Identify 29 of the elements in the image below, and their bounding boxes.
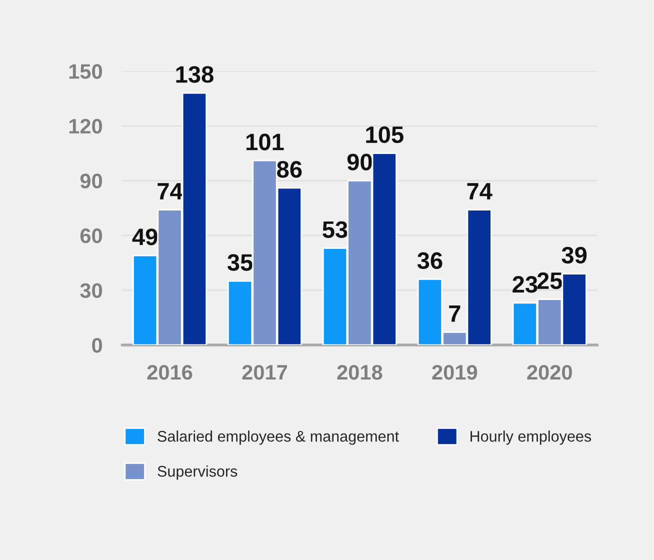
- data-label: 7: [449, 305, 460, 322]
- data-label: 101: [246, 134, 284, 150]
- x-tick-label: 2020: [527, 364, 572, 380]
- data-label: 86: [277, 161, 302, 178]
- data-label: 23: [512, 276, 538, 293]
- data-label: 25: [537, 272, 562, 290]
- legend-label: Hourly employees: [470, 430, 592, 445]
- x-tick-label: 2016: [147, 364, 192, 380]
- x-tick-label: 2019: [432, 364, 478, 380]
- data-label: 74: [467, 183, 492, 200]
- data-label: 138: [176, 66, 214, 83]
- data-label: 49: [132, 228, 158, 246]
- y-tick-label: 30: [80, 283, 102, 298]
- x-tick-label: 2018: [337, 364, 382, 380]
- data-label: 36: [417, 252, 442, 270]
- data-label: 39: [562, 246, 587, 264]
- data-label: 105: [366, 126, 404, 144]
- legend-label: Supervisors: [158, 466, 238, 480]
- legend-label: Salaried employees & management: [158, 430, 399, 445]
- data-label: 90: [347, 154, 372, 170]
- data-label: 74: [158, 183, 183, 200]
- y-tick-label: 150: [69, 64, 102, 79]
- y-tick-label: 120: [69, 118, 102, 134]
- x-tick-label: 2017: [242, 364, 287, 380]
- y-tick-label: 90: [80, 174, 102, 188]
- y-tick-label: 60: [80, 228, 102, 244]
- data-label: 35: [227, 254, 253, 271]
- y-tick-label: 0: [92, 338, 102, 353]
- data-label: 53: [322, 221, 348, 238]
